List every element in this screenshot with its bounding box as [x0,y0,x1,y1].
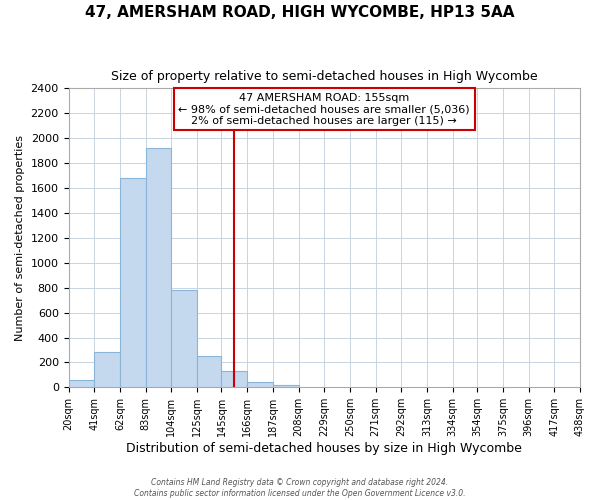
Bar [120,178,146,388]
Text: 47, AMERSHAM ROAD, HIGH WYCOMBE, HP13 5AA: 47, AMERSHAM ROAD, HIGH WYCOMBE, HP13 5A… [85,5,515,20]
Bar [221,371,247,388]
Bar [247,382,273,388]
Bar [146,148,172,388]
Bar [197,356,221,388]
Text: Contains HM Land Registry data © Crown copyright and database right 2024.
Contai: Contains HM Land Registry data © Crown c… [134,478,466,498]
Bar [172,290,197,388]
X-axis label: Distribution of semi-detached houses by size in High Wycombe: Distribution of semi-detached houses by … [127,442,522,455]
Bar [94,352,120,388]
Title: Size of property relative to semi-detached houses in High Wycombe: Size of property relative to semi-detach… [111,70,538,83]
Bar [273,385,299,388]
Y-axis label: Number of semi-detached properties: Number of semi-detached properties [15,135,25,341]
Text: 47 AMERSHAM ROAD: 155sqm
← 98% of semi-detached houses are smaller (5,036)
2% of: 47 AMERSHAM ROAD: 155sqm ← 98% of semi-d… [178,93,470,126]
Bar [68,380,94,388]
